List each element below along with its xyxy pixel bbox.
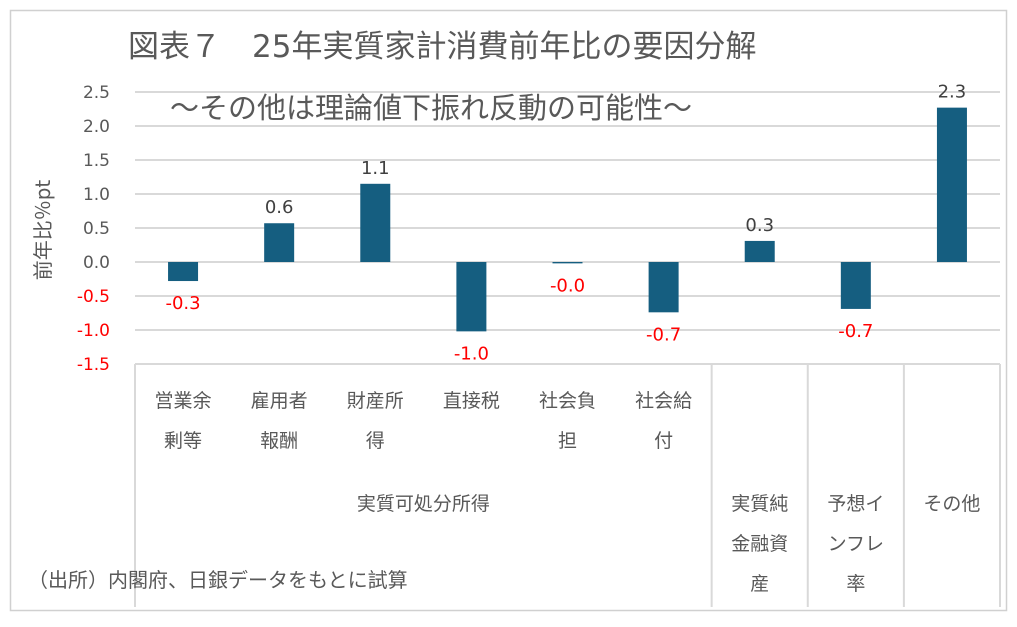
data-label: -0.7 [646, 324, 681, 345]
category-label: 剰等 [164, 430, 202, 452]
y-tick-label: 1.5 [83, 151, 110, 171]
data-label: 0.6 [265, 197, 294, 218]
category-label: 財産所 [347, 390, 404, 412]
category-label: 社会負 [539, 390, 596, 412]
group-label: その他 [923, 493, 980, 515]
category-label: 付 [654, 430, 673, 452]
data-label: -0.3 [165, 293, 200, 314]
category-label: 直接税 [443, 390, 500, 412]
source-note: （出所）内閣府、日銀データをもとに試算 [28, 568, 408, 592]
y-tick-label: 2.5 [83, 83, 110, 103]
data-label: -1.0 [454, 343, 489, 364]
group-label: 予想イ [827, 493, 884, 515]
group-label: 率 [846, 573, 865, 595]
chart-title: 図表７ 25年実質家計消費前年比の要因分解 [128, 29, 756, 65]
group-label: 実質可処分所得 [357, 493, 490, 515]
y-tick-label: -1.0 [77, 321, 110, 341]
group-label: 産 [750, 573, 769, 595]
bar [360, 183, 391, 262]
y-tick-label: -0.5 [77, 287, 110, 307]
bar [552, 262, 583, 264]
category-label: 雇用者 [251, 390, 308, 412]
bar [456, 262, 487, 332]
bar [648, 262, 679, 313]
chart-frame [9, 9, 1008, 612]
bar [264, 223, 295, 262]
category-label: 担 [558, 430, 577, 452]
category-label: 報酬 [260, 430, 298, 452]
category-label: 営業余 [155, 390, 212, 412]
data-label: 1.1 [361, 158, 390, 179]
category-label: 得 [366, 430, 385, 452]
group-label: ンフレ [828, 533, 884, 555]
bar [840, 262, 871, 309]
y-axis-title: 前年比％pt [31, 180, 55, 281]
y-tick-label: 0.0 [83, 253, 110, 273]
bar [168, 262, 199, 282]
chart-subtitle: ～その他は理論値下振れ反動の可能性～ [170, 91, 692, 125]
data-label: -0.0 [550, 275, 585, 296]
y-tick-label: 1.0 [83, 185, 110, 205]
data-label: -0.7 [838, 321, 873, 342]
data-label: 2.3 [938, 82, 967, 103]
y-tick-label: 0.5 [83, 219, 110, 239]
bar [936, 107, 967, 262]
group-label: 実質純 [731, 493, 788, 515]
category-label: 社会給 [635, 390, 692, 412]
data-label: 0.3 [745, 215, 774, 236]
group-label: 金融資 [731, 533, 788, 555]
y-tick-label: -1.5 [77, 355, 110, 375]
bar [744, 240, 775, 262]
y-tick-label: 2.0 [83, 117, 110, 137]
